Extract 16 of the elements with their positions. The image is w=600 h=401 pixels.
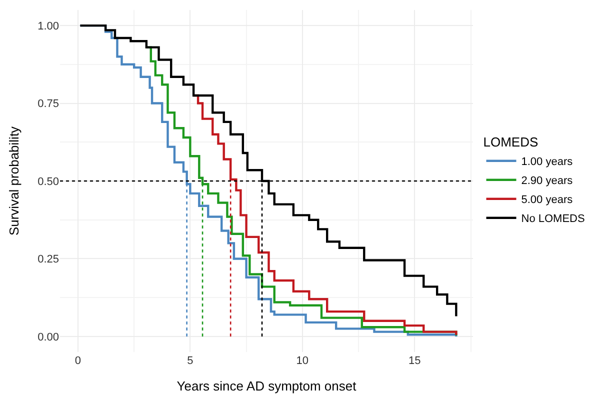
legend-title: LOMEDS [483,134,538,150]
y-tick-label: 0.50 [38,176,59,188]
y-tick-label: 0.75 [38,98,59,110]
legend-label: 1.00 years [521,156,574,168]
x-tick-label: 5 [187,355,194,367]
legend-label: 5.00 years [521,194,574,206]
x-axis-title: Years since AD symptom onset [176,378,357,394]
y-tick-label: 1.00 [38,20,59,32]
legend-label: No LOMEDS [521,213,585,226]
y-tick-label: 0.00 [38,331,59,344]
y-axis-title: Survival probability [6,126,22,236]
y-tick-label: 0.25 [38,254,59,266]
legend-label: 2.90 years [521,175,574,188]
x-tick-label: 15 [408,355,421,367]
x-tick-label: 10 [296,355,309,367]
x-tick-label: 0 [74,355,82,367]
